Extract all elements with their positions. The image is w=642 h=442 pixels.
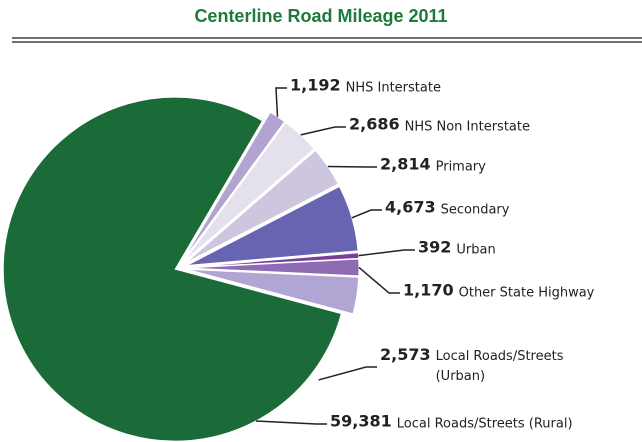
category-label: Urban	[456, 242, 496, 258]
category-label: NHS Interstate	[345, 80, 441, 96]
pie-slice	[185, 149, 339, 264]
leader-line	[327, 165, 377, 168]
chart-title: Centerline Road Mileage 2011	[194, 6, 448, 26]
data-label: 2,686 NHS Non Interstate	[349, 114, 530, 138]
data-label: 2,814 Primary	[380, 154, 486, 178]
value-label: 4,673	[385, 197, 436, 217]
pie-slice	[182, 111, 286, 261]
pie-slice	[2, 96, 342, 442]
data-label: 392 Urban	[418, 237, 496, 261]
leader-line	[351, 209, 382, 219]
value-label: 1,192	[290, 75, 341, 95]
value-label: 2,573	[380, 345, 431, 364]
value-label: 1,170	[403, 280, 454, 300]
leader-line	[275, 87, 287, 117]
leader-line	[318, 366, 377, 381]
category-label: Secondary	[440, 202, 510, 218]
pie-slice	[186, 268, 360, 315]
leader-line	[255, 420, 327, 425]
data-label: 1,170 Other State Highway	[403, 280, 595, 304]
leader-line	[358, 266, 400, 294]
data-label: 1,192 NHS Interstate	[290, 75, 441, 99]
value-label: 2,814	[380, 154, 431, 174]
pie-slice	[183, 121, 315, 262]
value-label: 392	[418, 237, 452, 257]
pie-slice	[186, 185, 359, 267]
value-label: 59,381	[330, 411, 392, 431]
pie-slice	[186, 252, 360, 268]
category-label: NHS Non Interstate	[404, 119, 530, 135]
category-label: Primary	[435, 159, 486, 175]
value-label: 2,686	[349, 114, 400, 134]
leader-line	[358, 249, 415, 257]
leader-line	[300, 126, 346, 136]
category-label: Other State Highway	[458, 285, 595, 301]
category-label: Local Roads/Streets (Urban)	[435, 349, 564, 384]
category-label: Local Roads/Streets (Rural)	[396, 416, 573, 432]
data-label: 4,673 Secondary	[385, 197, 510, 221]
data-label: 59,381 Local Roads/Streets (Rural)	[330, 411, 573, 435]
data-label: 2,573 Local Roads/Streets (Urban)	[380, 347, 576, 387]
